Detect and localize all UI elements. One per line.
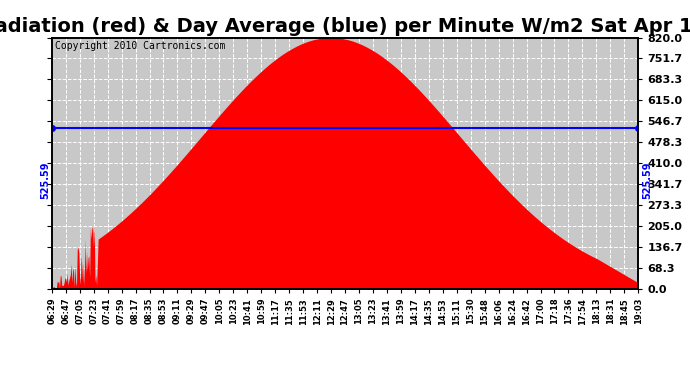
Text: 525.59: 525.59	[642, 161, 652, 199]
Text: Copyright 2010 Cartronics.com: Copyright 2010 Cartronics.com	[55, 41, 225, 51]
Text: 525.59: 525.59	[40, 161, 50, 199]
Title: Solar Radiation (red) & Day Average (blue) per Minute W/m2 Sat Apr 17 19:18: Solar Radiation (red) & Day Average (blu…	[0, 17, 690, 36]
